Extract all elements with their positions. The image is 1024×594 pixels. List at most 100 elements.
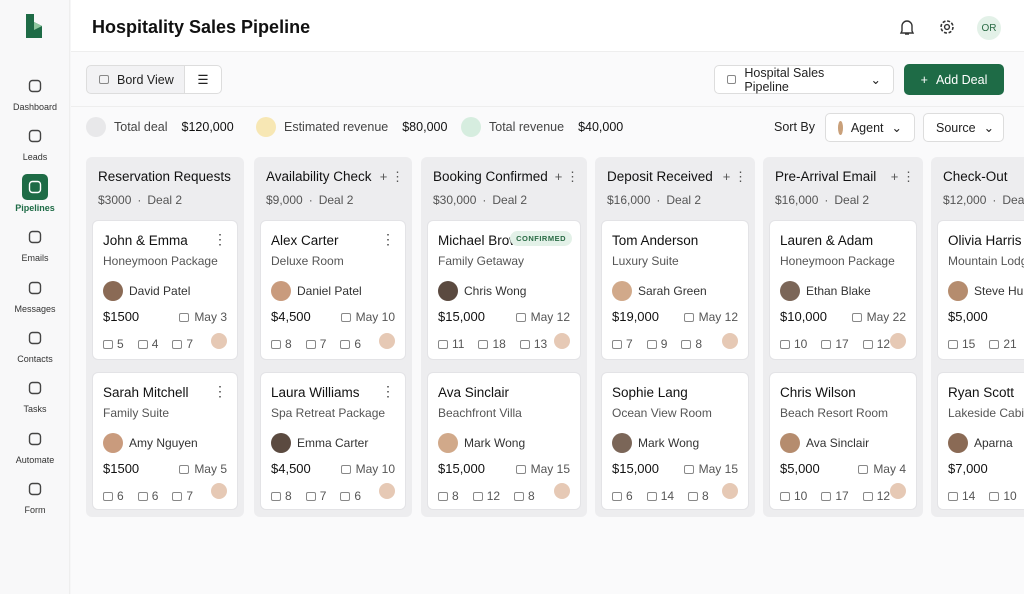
deal-date: May 22: [851, 310, 906, 324]
owner-avatar: [722, 483, 738, 499]
list-view-button[interactable]: ☰: [184, 65, 222, 94]
activity-counts: 6 14 8: [612, 489, 709, 503]
agent-sort[interactable]: Agent ⌄: [825, 113, 915, 142]
activity-count: 8: [681, 337, 702, 351]
nav-item[interactable]: Dashboard: [0, 73, 70, 112]
stat-label: Estimated revenue: [284, 120, 389, 134]
separator: ·: [824, 193, 829, 207]
owner-avatar: [890, 333, 906, 349]
notifications[interactable]: [899, 18, 915, 36]
nav-label: Form: [24, 505, 46, 516]
card-menu[interactable]: ⋮: [213, 231, 227, 247]
activity-count: 17: [821, 337, 849, 351]
activity-count: 8: [271, 489, 292, 503]
count-icon: [780, 491, 790, 501]
count-icon: [271, 491, 281, 501]
deal-card[interactable]: Chris Wilson Beach Resort Room Ava Sinclai…: [769, 372, 917, 510]
count-value: 7: [319, 489, 327, 503]
count-icon: [862, 491, 873, 501]
count-icon: [780, 339, 790, 349]
nav-item[interactable]: Tasks: [0, 375, 70, 414]
deal-package: Family Suite: [103, 406, 170, 420]
nav-icon: [22, 375, 48, 401]
nav-item[interactable]: Pipelines: [0, 173, 70, 213]
nav-item[interactable]: Automate: [0, 426, 70, 465]
activity-count: 4: [137, 337, 158, 351]
column-actions[interactable]: + ⋮: [554, 169, 579, 184]
card-menu[interactable]: ⋮: [213, 383, 227, 399]
count-icon: [688, 491, 699, 501]
activity-count: 12: [862, 337, 891, 351]
activity-count: 14: [646, 489, 674, 503]
deal-card[interactable]: Alex Carter ⋮ Deluxe Room Daniel Patel $4,50…: [260, 220, 406, 360]
nav-icon: [22, 73, 48, 99]
activity-count: 10: [780, 489, 807, 503]
column-title: Availability Check: [266, 169, 372, 184]
activity-count: 6: [340, 489, 361, 503]
nav-item[interactable]: Emails: [0, 224, 70, 263]
deal-card[interactable]: Sarah Mitchell ⋮ Family Suite Amy Nguyen $15…: [92, 372, 238, 510]
icon: [28, 331, 42, 345]
column: Check-Out+ ⋮$12,000·Deal 2Olivia HarrisM…: [931, 157, 1024, 517]
add-deal-button[interactable]: + Add Deal: [904, 64, 1004, 95]
owner-avatar: [554, 483, 570, 499]
user-avatar[interactable]: OR: [977, 16, 1001, 40]
column-summary: $16,000 · Deal 2: [775, 193, 869, 207]
agent-name: David Patel: [129, 284, 191, 298]
deal-card[interactable]: Ryan Scott Lakeside Cabin Aparna $7,000 14 10: [937, 372, 1024, 510]
column-actions[interactable]: + ⋮: [890, 169, 915, 184]
agent-avatar: [271, 281, 291, 301]
deal-name: Lauren & Adam: [780, 233, 874, 248]
agent: Aparna: [948, 433, 1013, 453]
date-text: May 3: [194, 310, 227, 324]
agent-name: Ethan Blake: [806, 284, 871, 298]
deal-name: Laura Williams: [271, 385, 360, 400]
calendar-icon: [179, 464, 190, 474]
count-value: 7: [626, 337, 633, 351]
deal-card[interactable]: Lauren & Adam Honeymoon Package Ethan Blak…: [769, 220, 917, 360]
count-icon: [821, 491, 832, 501]
activity-counts: 8 12 8: [438, 489, 535, 503]
card-menu[interactable]: ⋮: [381, 231, 395, 247]
nav-item[interactable]: Messages: [0, 275, 70, 314]
deal-card[interactable]: Sophie Lang Ocean View Room Mark Wong $15,0…: [601, 372, 749, 510]
stat-value: $40,000: [578, 120, 624, 134]
pipeline-select[interactable]: Hospital Sales Pipeline ⌄: [714, 65, 894, 94]
source-sort[interactable]: Source ⌄: [923, 113, 1004, 142]
date-text: May 10: [355, 462, 395, 476]
activity-count: 6: [340, 337, 361, 351]
calendar-icon: [340, 464, 351, 474]
stat-icon: [461, 117, 481, 137]
nav-item[interactable]: Contacts: [0, 325, 70, 364]
board-view-label: Bord View: [117, 72, 174, 87]
activity-count: 12: [472, 489, 500, 503]
activity-count: 11: [438, 337, 464, 351]
deal-card[interactable]: Michael Brown CONFIRMED Family Getaway Chri…: [427, 220, 581, 360]
column-summary: $3000 · Deal 2: [98, 193, 182, 207]
stat: Total revenue $40,000: [461, 117, 623, 137]
agent-avatar: [612, 281, 632, 301]
count-value: 12: [876, 337, 891, 351]
board-icon: [99, 75, 109, 84]
agent-avatar: [438, 281, 458, 301]
nav-item[interactable]: Form: [0, 476, 70, 515]
column-summary: $16,000 · Deal 2: [607, 193, 701, 207]
settings[interactable]: [938, 18, 956, 36]
deal-amount: $4,500: [271, 461, 311, 476]
nav-item[interactable]: Leads: [0, 123, 70, 162]
count-icon: [862, 339, 873, 349]
deal-card[interactable]: Laura Williams ⋮ Spa Retreat Package Emma C…: [260, 372, 406, 510]
chevron: ⌄: [891, 121, 902, 135]
column-actions[interactable]: + ⋮: [379, 169, 404, 184]
activity-count: 8: [271, 337, 292, 351]
deal-card[interactable]: Ava Sinclair Beachfront Villa Mark Wong $15…: [427, 372, 581, 510]
activity-counts: 8 7 6: [271, 337, 361, 351]
board-view-button[interactable]: Bord View: [86, 65, 187, 94]
activity-count: 21: [989, 337, 1017, 351]
card-menu[interactable]: ⋮: [381, 383, 395, 399]
column-actions[interactable]: + ⋮: [722, 169, 747, 184]
deal-card[interactable]: Olivia Harris Mountain Lodge Steve Hu $5,00…: [937, 220, 1024, 360]
count-icon: [514, 491, 525, 501]
deal-card[interactable]: John & Emma ⋮ Honeymoon Package David Patel…: [92, 220, 238, 360]
deal-card[interactable]: Tom Anderson Luxury Suite Sarah Green $19,0…: [601, 220, 749, 360]
